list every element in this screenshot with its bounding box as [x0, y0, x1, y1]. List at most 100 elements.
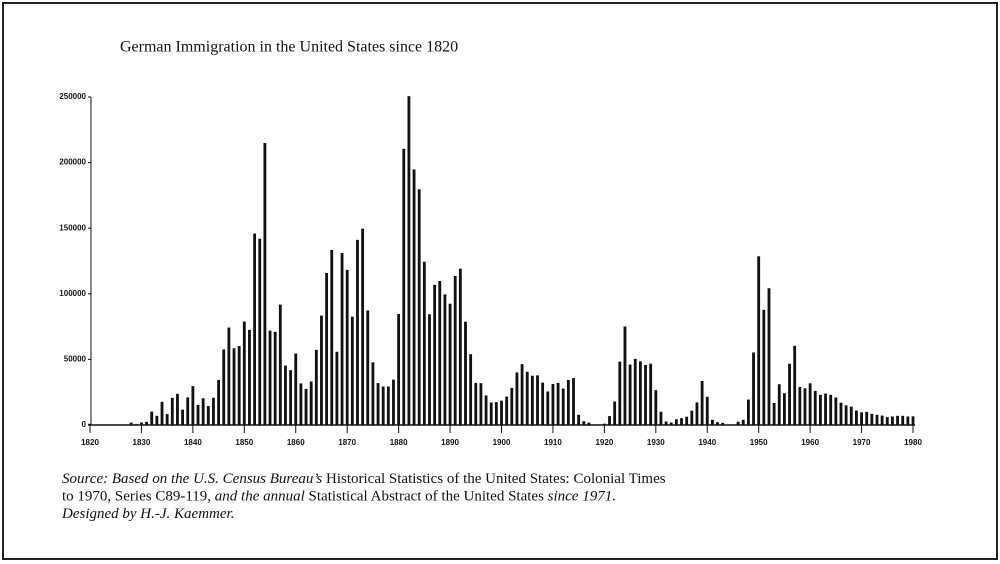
bar [566, 379, 570, 425]
bar [772, 403, 776, 425]
bar [366, 310, 370, 425]
bar [654, 390, 658, 425]
bar [844, 405, 848, 425]
bar [253, 233, 257, 425]
bar [649, 363, 653, 425]
bar [191, 386, 195, 425]
bar [119, 424, 123, 425]
bar [289, 370, 293, 425]
bar [623, 326, 627, 425]
bar [906, 416, 910, 425]
x-tick-label: 1820 [81, 438, 99, 447]
bar [896, 415, 899, 425]
bar [474, 382, 478, 425]
bar [680, 418, 683, 425]
bar [268, 330, 272, 425]
bar [911, 416, 915, 425]
bar [201, 398, 205, 425]
bar [721, 422, 725, 425]
bar [206, 406, 210, 425]
x-tick-label: 1840 [184, 438, 202, 447]
bar [628, 364, 632, 425]
bar [464, 321, 467, 425]
bar [870, 413, 874, 425]
bar [386, 386, 390, 425]
x-tick-label: 1880 [390, 438, 408, 447]
bar [762, 309, 766, 425]
source-segment: Source: Based on the U.S. Census Bureau’… [62, 471, 326, 487]
bar [150, 411, 154, 425]
bar [422, 261, 426, 425]
source-segment: Statistical Abstract of the United State… [309, 489, 548, 505]
bar [263, 142, 267, 425]
bar [232, 348, 236, 425]
bar [469, 354, 473, 425]
bar [536, 375, 539, 425]
bar [212, 397, 215, 425]
bar [453, 276, 457, 425]
bar [309, 381, 313, 425]
bar [602, 423, 606, 425]
source-segment: since 1971. [548, 489, 616, 505]
x-tick-label: 1910 [544, 438, 562, 447]
bar [114, 424, 118, 425]
x-tick-label: 1860 [287, 438, 305, 447]
x-tick-label: 1920 [595, 438, 613, 447]
bar [417, 189, 421, 425]
bar [885, 417, 889, 425]
bar [140, 422, 143, 425]
bar [880, 415, 884, 425]
bar [777, 384, 781, 425]
x-tick-label: 1940 [698, 438, 716, 447]
bar [695, 402, 699, 425]
bar [659, 411, 663, 425]
bar [613, 401, 617, 425]
bar [145, 421, 148, 425]
bar [320, 315, 323, 425]
y-tick-label: 250000 [59, 92, 86, 101]
source-segment: to 1970, Series C89-119, [62, 489, 215, 505]
bar [160, 401, 164, 425]
bar [407, 96, 411, 426]
bar [196, 404, 200, 425]
bar [93, 424, 97, 425]
bar [181, 409, 185, 425]
bar [556, 382, 560, 425]
bar [705, 396, 709, 425]
bar [134, 424, 138, 425]
bar [371, 362, 375, 425]
bar [505, 396, 509, 425]
bar [741, 419, 745, 425]
bar [345, 269, 349, 425]
bar [818, 394, 822, 425]
bar [618, 361, 622, 425]
bar [855, 410, 858, 425]
bar [520, 364, 524, 425]
bar [834, 397, 838, 425]
bar [165, 414, 169, 425]
bar [258, 238, 262, 425]
bar [304, 388, 308, 425]
bar [587, 422, 591, 425]
bar [361, 228, 365, 425]
bar [752, 352, 755, 425]
bar [443, 294, 447, 425]
y-tick-label: 0 [82, 420, 87, 429]
bar [813, 390, 817, 425]
bar [433, 284, 437, 425]
bar [237, 345, 241, 425]
bar [530, 375, 534, 425]
bar [638, 361, 642, 425]
bar [479, 383, 483, 425]
bar [572, 378, 575, 425]
bar [633, 358, 637, 425]
bar [350, 316, 354, 425]
bar [484, 395, 488, 425]
bar [757, 256, 761, 425]
bar [736, 421, 740, 425]
bar [849, 406, 853, 425]
bar [716, 422, 719, 425]
bar [458, 268, 462, 425]
